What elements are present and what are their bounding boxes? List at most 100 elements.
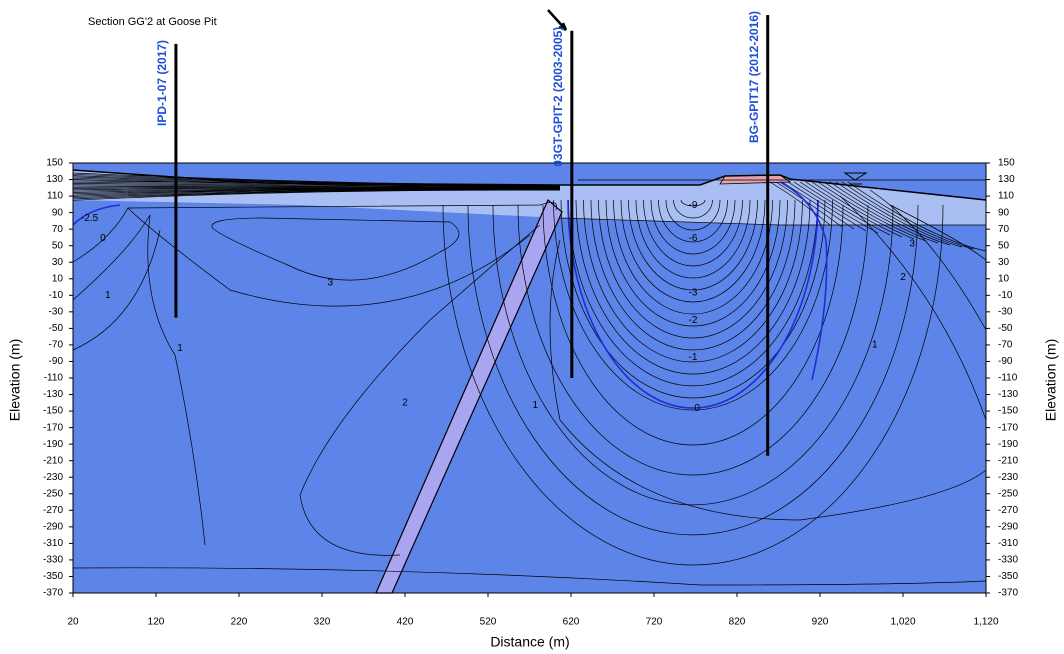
x-tick-label: 820 [729,617,746,628]
y2-tick-label: -250 [998,488,1018,499]
contour-line [658,199,728,243]
contour-label: 2 [900,272,906,283]
contour-line [575,199,811,375]
x-tick-label: 620 [563,617,580,628]
contour-line [517,204,869,476]
x-tick-label: 120 [148,617,165,628]
contour-line [665,199,721,231]
x-tick-label: 320 [314,617,331,628]
contour-line [817,181,927,242]
x-axis-label: Distance (m) [490,634,569,650]
y2-tick-label: -350 [998,571,1018,582]
contour-line [72,567,987,586]
contour-label: 0 [100,233,106,244]
contour-line [72,214,206,546]
contour-line [793,181,879,234]
y-tick-label: -110 [44,373,64,384]
contour-line [72,183,561,188]
x-tick-label: 420 [397,617,414,628]
y2-tick-label: 30 [998,257,1010,268]
x-tick-label: 220 [231,617,248,628]
y-tick-label: -190 [43,439,63,450]
contour-label: 0 [694,403,700,414]
y-tick-label: -310 [43,538,63,549]
contour-line [442,204,944,566]
contour-line [835,181,963,248]
contour-line [72,189,561,201]
y-tick-label: -250 [43,488,63,499]
contour-label: -1 [689,352,698,363]
contour-line [829,181,951,246]
contour-line [467,204,919,536]
y-tick-label: -270 [43,505,63,516]
contour-line [823,181,939,244]
y2-tick-label: -130 [998,389,1018,400]
contour-label: -9 [689,200,698,211]
contour-line [869,189,987,331]
contour-line [841,181,975,250]
y2-tick-label: -270 [998,505,1018,516]
y-tick-label: -70 [49,340,64,351]
contour-label: 1 [533,400,539,411]
y2-tick-label: -150 [998,406,1018,417]
contour-line [620,199,766,303]
contour-line [568,199,818,387]
chart-title: Section GG'2 at Goose Pit [88,16,217,28]
y2-tick-label: 150 [998,158,1015,169]
contour-line [839,195,987,421]
y-tick-label: 130 [46,174,63,185]
y-tick-label: 30 [52,257,64,268]
contour-line [769,181,831,226]
contour-line [299,224,541,556]
y2-tick-label: 10 [998,273,1010,284]
y2-tick-label: 50 [998,240,1010,251]
contour-line [72,204,121,226]
y2-tick-label: -170 [998,422,1018,433]
contour-line [553,199,833,411]
contour-label: 1 [105,290,111,301]
y-tick-label: 50 [52,240,64,251]
contour-line [72,229,161,351]
y2-tick-label: -110 [998,373,1018,384]
y-tick-label: -130 [43,389,63,400]
contour-line [72,184,561,189]
y-tick-label: -210 [43,455,63,466]
y2-tick-label: 70 [998,224,1010,235]
arrow [547,9,568,32]
y-tick-label: 150 [46,158,63,169]
contour-label: -6 [689,233,698,244]
y2-tick-label: -70 [998,340,1013,351]
y2-tick-label: -210 [998,455,1018,466]
y2-tick-label: -50 [998,323,1013,334]
y2-tick-label: -10 [998,290,1013,301]
contour-line [779,181,828,381]
y-tick-label: 70 [52,224,64,235]
contour-line [847,181,987,252]
borehole-label: IPD-1-07 (2017) [155,40,169,126]
y2-tick-label: -230 [998,472,1018,483]
contour-line [492,204,894,506]
y2-tick-label: -330 [998,555,1018,566]
y-tick-label: 90 [52,207,64,218]
contour-line [673,199,713,219]
y-tick-label: -230 [43,472,63,483]
y-tick-label: -10 [49,290,64,301]
y-tick-label: -50 [49,323,64,334]
x-tick-label: 20 [67,617,79,628]
x-tick-label: 1,020 [890,617,915,628]
y-tick-label: 10 [52,273,64,284]
contour-line [590,199,796,351]
contour-line [805,181,903,238]
y-tick-label: -30 [49,306,64,317]
contour-label: -3 [689,287,698,298]
contour-line [643,199,743,267]
y2-tick-label: -30 [998,306,1013,317]
y2-tick-label: -190 [998,439,1018,450]
contour-line [613,199,773,315]
contour-line [567,199,819,409]
contour-line [811,181,915,240]
contour-line [799,181,891,236]
y-tick-label: -350 [43,571,63,582]
y2-tick-label: -90 [998,356,1013,367]
contour-label: 3 [328,278,334,289]
